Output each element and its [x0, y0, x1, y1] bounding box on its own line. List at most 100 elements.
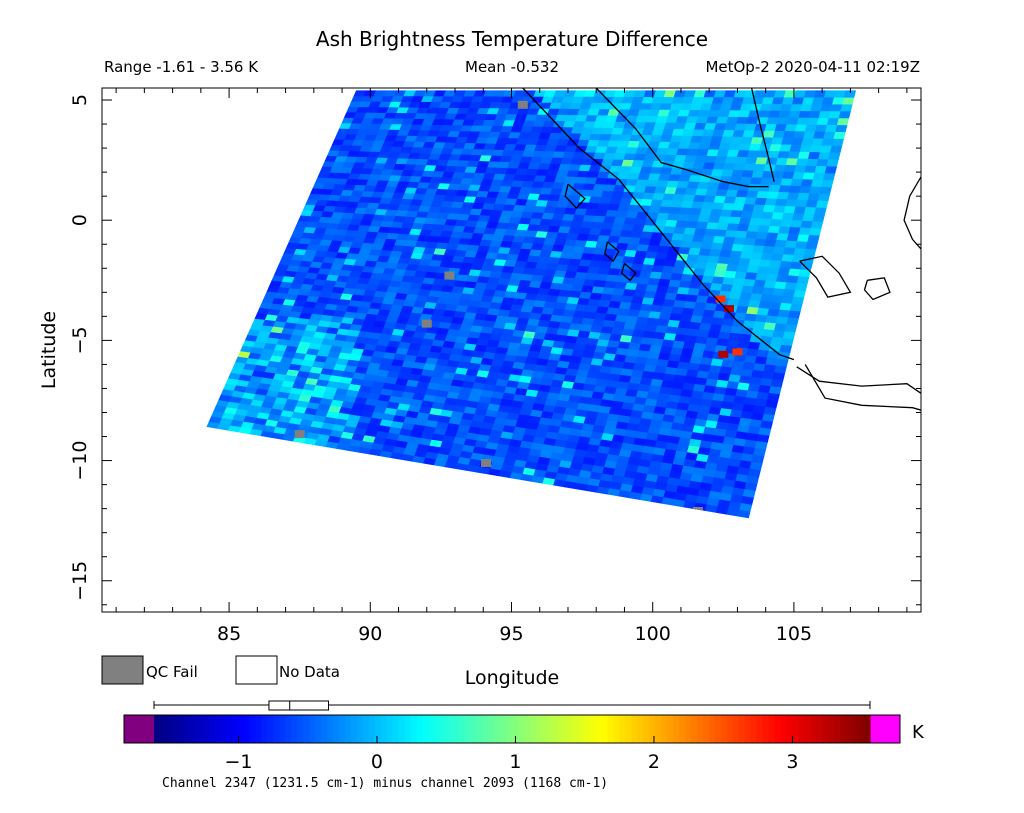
source-label: MetOp-2 2020-04-11 02:19Z	[705, 58, 920, 76]
swath-cell	[819, 186, 833, 195]
swath-cell	[755, 272, 769, 281]
swath-cell	[758, 258, 772, 268]
swath-cell	[810, 220, 824, 229]
no-data-swatch	[235, 655, 278, 685]
swath-cell	[824, 165, 838, 174]
colorbar-segment	[350, 715, 358, 743]
swath-cell	[713, 310, 727, 319]
swath-cell	[740, 326, 754, 335]
colorbar-segment	[756, 715, 764, 743]
colorbar-segment	[792, 715, 799, 743]
swath-cell	[780, 177, 794, 186]
colorbar-segment	[291, 715, 298, 743]
swath-cell	[760, 252, 774, 261]
colorbar-segment	[440, 715, 447, 743]
swath-cell	[702, 309, 716, 318]
no-data-label: No Data	[279, 663, 340, 681]
swath-cell	[807, 234, 821, 243]
colorbar-segment	[565, 715, 573, 743]
swath-cell	[793, 130, 806, 139]
swath-cell	[765, 314, 779, 324]
swath-cell	[771, 252, 784, 262]
legend-item-qc-fail: QC Fail	[101, 655, 198, 685]
colorbar-segment	[219, 715, 227, 743]
swath-cell	[687, 287, 701, 296]
swath-cell	[772, 329, 786, 339]
colorbar-tick-label: −1	[224, 751, 252, 773]
swath-cell	[812, 213, 826, 222]
colorbar-tick-label: 0	[371, 751, 383, 773]
swath-cell	[748, 258, 762, 267]
swath-cell	[758, 300, 772, 309]
colorbar-segment	[667, 715, 674, 743]
colorbar-segment	[171, 715, 179, 743]
swath-cell	[791, 296, 805, 305]
colorbar-segment	[285, 715, 292, 743]
swath-cell	[729, 290, 743, 300]
colorbar-segment	[183, 715, 191, 743]
swath-cell	[762, 286, 776, 296]
swath-cell	[676, 326, 690, 336]
swath-cell	[831, 138, 845, 146]
swath-cell	[729, 250, 743, 259]
colorbar-segment	[177, 715, 185, 743]
swath-cell	[769, 301, 782, 310]
colorbar-segment	[344, 715, 352, 743]
swath-cell	[784, 281, 798, 291]
colorbar-segment	[840, 715, 847, 743]
colorbar-segment	[309, 715, 316, 743]
colorbar-segment	[529, 715, 537, 743]
colorbar-segment	[297, 715, 304, 743]
colorbar-segment	[691, 715, 698, 743]
hot-pixel	[732, 348, 743, 356]
swath-cell	[788, 267, 802, 277]
colorbar-segment	[655, 715, 662, 743]
distribution-boxplot	[153, 700, 871, 711]
swath-cell	[698, 247, 712, 256]
swath-cell	[823, 172, 836, 181]
swath-cell	[753, 279, 767, 288]
swath-cell	[760, 293, 774, 302]
swath-cell	[781, 295, 795, 304]
legend-item-no-data: No Data	[235, 655, 340, 685]
swath-cell	[816, 117, 830, 125]
colorbar-segment	[547, 715, 555, 743]
swath-cell	[795, 240, 809, 249]
colorbar-segment	[386, 715, 394, 743]
swath-cell	[746, 264, 760, 274]
swath-cell	[690, 314, 704, 324]
swath-cell	[736, 264, 750, 273]
colorbar-segment	[822, 715, 829, 743]
swath-cell	[782, 330, 796, 340]
swath-cell	[737, 298, 751, 307]
qc-fail-pixel	[294, 430, 305, 439]
colorbar-segment	[500, 715, 507, 743]
swath-cell	[800, 220, 814, 229]
colorbar-segment	[804, 715, 811, 743]
swath-cell	[801, 137, 814, 146]
swath-cell	[828, 151, 841, 160]
colorbar-under	[124, 715, 154, 743]
swath-cell	[734, 311, 748, 321]
colorbar-segment	[774, 715, 782, 743]
colorbar-segment	[517, 715, 525, 743]
swath-cell	[840, 103, 853, 112]
colorbar-segment	[607, 715, 615, 743]
colorbar-segment	[798, 715, 805, 743]
swath-cell	[781, 337, 795, 347]
plot-area: 85 90 95 100 105 5 0 −5 −10 −15	[69, 87, 922, 645]
colorbar-segment	[619, 715, 626, 743]
colorbar-segment	[768, 715, 776, 743]
swath-cell	[776, 273, 789, 283]
colorbar-segment	[852, 715, 859, 743]
colorbar-segment	[810, 715, 817, 743]
colorbar-segment	[577, 715, 585, 743]
swath-cell	[793, 289, 807, 298]
qc-fail-swatch	[101, 655, 144, 685]
colorbar-segment	[422, 715, 430, 743]
swath-cell	[750, 251, 764, 260]
swath-cell	[770, 294, 784, 303]
swath-cell	[774, 322, 788, 332]
colorbar-segment	[506, 715, 513, 743]
swath-cell	[744, 271, 758, 280]
